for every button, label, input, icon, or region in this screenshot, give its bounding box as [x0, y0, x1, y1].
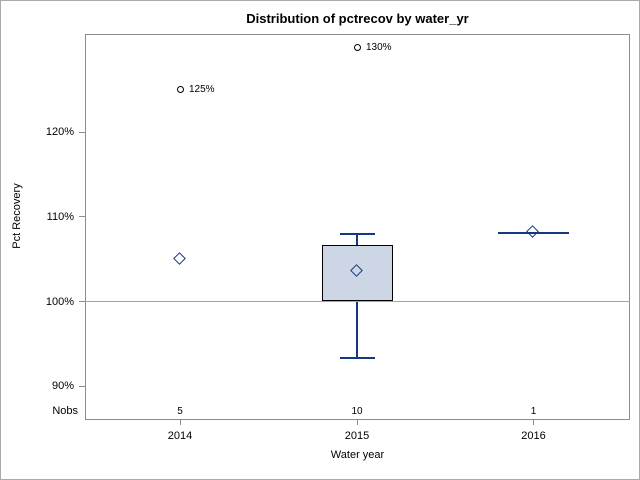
plot-frame	[85, 34, 630, 420]
nobs-value: 1	[530, 406, 537, 417]
upper-whisker-line	[356, 233, 358, 245]
x-tick-label: 2014	[167, 430, 193, 442]
outlier-label: 125%	[189, 83, 215, 95]
y-tick-label: 100%	[45, 295, 74, 308]
y-tick-mark	[79, 301, 85, 302]
x-tick-label: 2016	[521, 430, 546, 442]
y-tick-label: 90%	[51, 380, 74, 393]
median-line	[498, 231, 569, 234]
y-tick-label: 120%	[45, 126, 74, 139]
y-tick-mark	[79, 131, 85, 133]
box	[321, 244, 393, 302]
nobs-header: Nobs	[52, 405, 78, 417]
lower-whisker-line	[356, 301, 358, 359]
lower-whisker-cap	[339, 357, 375, 360]
y-tick-mark	[79, 385, 85, 387]
x-axis-label: Water year	[330, 449, 385, 461]
chart-title: Distribution of pctrecov by water_yr	[246, 11, 469, 26]
y-tick-mark	[79, 216, 85, 218]
outlier-label: 130%	[366, 41, 392, 53]
x-tick-mark	[356, 420, 358, 425]
upper-whisker-cap	[339, 232, 375, 235]
x-tick-label: 2015	[344, 430, 370, 442]
x-tick-mark	[179, 420, 181, 425]
outlier-marker	[176, 86, 184, 94]
y-tick-label: 110%	[46, 210, 74, 223]
x-tick-mark	[533, 420, 534, 425]
nobs-value: 10	[351, 406, 363, 417]
nobs-value: 5	[177, 406, 183, 417]
outlier-marker	[353, 44, 361, 51]
